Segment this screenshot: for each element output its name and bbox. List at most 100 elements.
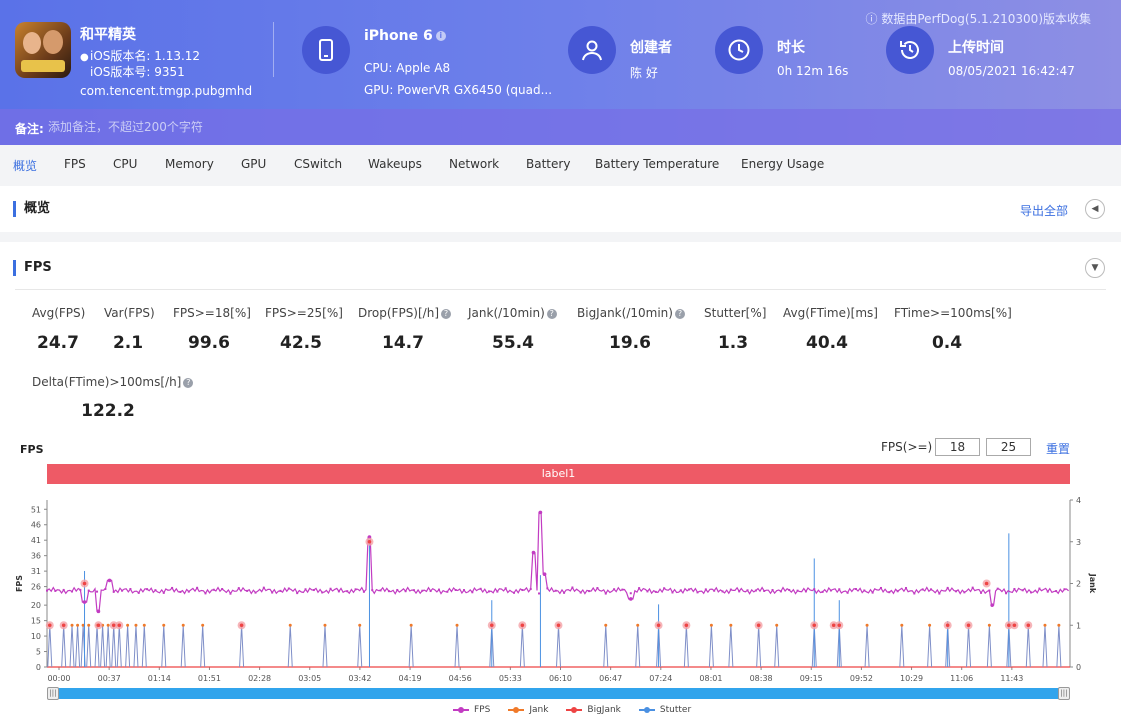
legend-item-jank[interactable]: Jank [508, 705, 548, 715]
jank-point [987, 623, 991, 627]
jank-point [288, 623, 292, 627]
jank-point [775, 623, 779, 627]
legend-item-fps[interactable]: FPS [453, 705, 490, 715]
tab-wakeups[interactable]: Wakeups [368, 157, 422, 171]
help-icon[interactable]: ? [183, 377, 194, 388]
jank-spike [556, 625, 561, 668]
fps-point [546, 587, 549, 590]
fps-point [196, 586, 199, 589]
fps-spike-point [96, 609, 101, 614]
threshold-input-2[interactable] [986, 438, 1031, 456]
range-handle-right[interactable]: ||| [1058, 687, 1070, 700]
fps-point [879, 586, 882, 589]
jank-spike [94, 625, 100, 668]
tab-fps[interactable]: FPS [64, 157, 86, 171]
x-tick-label: 04:56 [449, 674, 472, 683]
remark-input[interactable] [48, 117, 448, 137]
user-icon [568, 26, 616, 74]
tab-memory[interactable]: Memory [165, 157, 214, 171]
bigjank-marker-core [489, 623, 494, 628]
fps-point [279, 589, 282, 592]
y-tick-label: 20 [31, 601, 41, 610]
x-tick-label: 08:38 [750, 674, 773, 683]
reset-link[interactable]: 重置 [1046, 442, 1071, 456]
device-info-icon[interactable]: i [435, 31, 446, 41]
fps-point [271, 591, 274, 594]
fps-point [79, 588, 82, 591]
fps-point [104, 588, 107, 591]
help-icon[interactable]: ? [441, 308, 451, 319]
jank-spike [1042, 625, 1048, 668]
tab-network[interactable]: Network [449, 157, 500, 171]
fps-point [554, 589, 557, 592]
jank-spike [635, 625, 641, 668]
tab-cpu[interactable]: CPU [113, 157, 138, 171]
y-tick-label: 31 [31, 567, 41, 576]
label-bar[interactable]: label1 [47, 464, 1070, 484]
export-all-link[interactable]: 导出全部 [1020, 204, 1069, 218]
collapse-left-icon[interactable]: ◀ [1085, 199, 1105, 219]
overview-card: 概览 导出全部 ◀ [0, 186, 1121, 232]
jank-point [1043, 623, 1047, 627]
jank-spike [454, 625, 460, 668]
fps-point [1055, 590, 1058, 593]
jank-spike [927, 625, 933, 668]
fps-point [904, 587, 907, 590]
metric-label-jank-text: Jank(/10min) [468, 306, 545, 320]
creator-title: 创建者 [630, 40, 672, 56]
tab-energy-usage[interactable]: Energy Usage [741, 157, 825, 171]
fps-point [829, 589, 832, 592]
metric-label-jank: Jank(/10min)? [468, 306, 557, 320]
fps-point [563, 591, 566, 594]
fps-point [71, 590, 74, 593]
jank-point [81, 623, 85, 627]
metric-value-bigjank: 19.6 [609, 333, 651, 353]
metric-value-stutter: 1.3 [717, 333, 749, 353]
tab-battery-temperature[interactable]: Battery Temperature [595, 157, 720, 171]
tab-overview[interactable]: 概览 [13, 159, 38, 173]
help-icon[interactable]: ? [546, 308, 557, 319]
fps-point [638, 587, 641, 590]
jank-spike [47, 625, 53, 668]
jank-point [455, 623, 459, 627]
fps-point [754, 589, 757, 592]
tab-battery[interactable]: Battery [526, 157, 571, 171]
chart-range-slider[interactable]: ||| ||| [47, 687, 1070, 700]
fps-point [938, 592, 941, 595]
app-package: com.tencent.tmgp.pubgmhd [80, 84, 253, 98]
fps-point [446, 590, 449, 593]
fps-point [129, 588, 132, 591]
clock-icon [715, 26, 763, 74]
bigjank-marker-core [656, 623, 661, 628]
jank-point [76, 623, 80, 627]
collapse-down-icon[interactable]: ▼ [1085, 258, 1105, 278]
range-handle-left[interactable]: ||| [47, 687, 59, 700]
fps-point [779, 590, 782, 593]
tab-gpu[interactable]: GPU [241, 157, 267, 171]
threshold-input-1[interactable] [935, 438, 980, 456]
x-tick-label: 09:52 [850, 674, 873, 683]
legend-item-bigjank[interactable]: BigJank [566, 705, 621, 715]
jank-spike [357, 625, 363, 668]
jank-point [900, 623, 904, 627]
fps-spike-point [628, 597, 633, 601]
fps-point [579, 591, 582, 594]
legend-item-stutter[interactable]: Stutter [638, 705, 691, 715]
fps-series-line [46, 511, 1069, 612]
fps-point [654, 590, 657, 593]
fps-spike-point [82, 600, 87, 604]
fps-point [763, 589, 766, 592]
fps-point [137, 591, 140, 594]
overview-title: 概览 [13, 201, 50, 217]
help-icon[interactable]: ? [674, 308, 685, 319]
fps-divider [15, 289, 1106, 290]
metric-label-bigjank: BigJank(/10min)? [577, 306, 685, 320]
jank-spike [200, 625, 206, 668]
legend-label: BigJank [587, 705, 621, 715]
x-tick-label: 01:51 [198, 674, 221, 683]
jank-spike [728, 625, 734, 668]
tab-cswitch[interactable]: CSwitch [294, 157, 343, 171]
y2-tick-label: 1 [1076, 621, 1081, 630]
fps-point [513, 591, 516, 594]
